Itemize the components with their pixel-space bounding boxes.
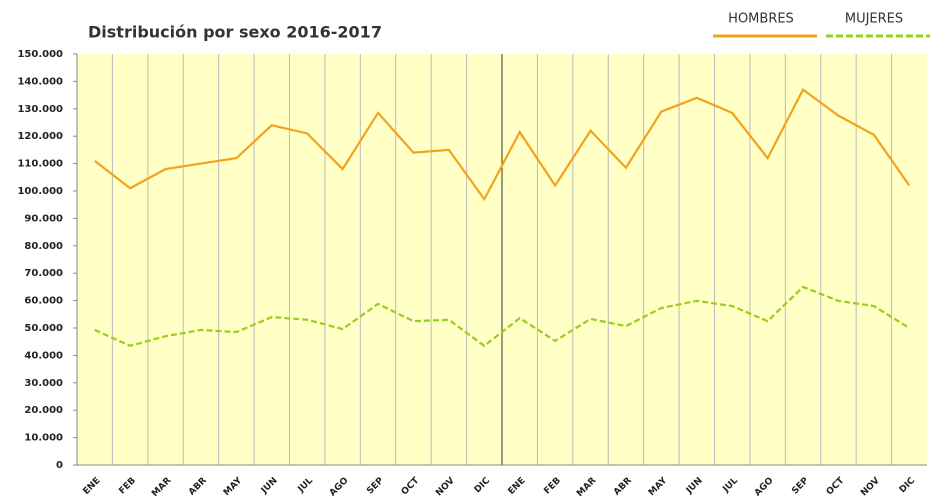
x-tick-label: AGO: [328, 476, 351, 499]
series-line: [94, 285, 910, 348]
x-tick-label: ENE: [507, 476, 528, 497]
chart-title: Distribución por sexo 2016-2017: [88, 23, 382, 42]
x-tick-label: SEP: [365, 476, 386, 497]
x-tick-label: JUN: [684, 476, 705, 497]
x-tick-label: NOV: [859, 476, 882, 499]
x-tick-label: NOV: [434, 476, 457, 499]
x-tick-label: FEB: [117, 476, 138, 497]
x-tick-label: ENE: [82, 476, 103, 497]
y-tick-label: 30.000: [24, 378, 63, 389]
legend-label: MUJERES: [845, 12, 903, 27]
y-tick-label: 100.000: [17, 186, 63, 197]
y-tick-label: 70.000: [24, 268, 63, 279]
y-tick-label: 150.000: [17, 49, 63, 60]
legend-label: HOMBRES: [728, 12, 794, 27]
y-tick-label: 80.000: [24, 241, 63, 252]
x-tick-label: OCT: [825, 475, 847, 497]
x-tick-label: ABR: [612, 476, 634, 498]
y-tick-label: 0: [56, 460, 63, 471]
y-tick-label: 130.000: [17, 104, 63, 115]
y-tick-label: 110.000: [17, 159, 63, 170]
y-tick-label: 120.000: [17, 131, 63, 142]
y-tick-label: 40.000: [24, 350, 63, 361]
x-tick-label: OCT: [400, 475, 422, 497]
series-line: [94, 87, 911, 202]
x-tick-label: AGO: [753, 476, 776, 499]
y-tick-label: 50.000: [24, 323, 63, 334]
x-tick-label: DIC: [898, 476, 918, 496]
y-tick-label: 60.000: [24, 296, 63, 307]
y-tick-label: 90.000: [24, 213, 63, 224]
x-tick-label: MAR: [575, 476, 598, 499]
x-tick-label: SEP: [790, 476, 811, 497]
x-tick-label: ABR: [187, 476, 209, 498]
y-tick-label: 20.000: [24, 405, 63, 416]
x-tick-label: DIC: [473, 476, 493, 496]
x-tick-label: JUL: [721, 476, 741, 496]
x-tick-label: MAY: [647, 475, 670, 498]
x-tick-label: MAR: [150, 476, 173, 499]
y-tick-label: 140.000: [17, 76, 63, 87]
x-tick-label: MAY: [222, 475, 245, 498]
x-tick-label: FEB: [542, 476, 563, 497]
x-tick-label: JUL: [296, 476, 316, 496]
y-tick-label: 10.000: [24, 433, 63, 444]
x-tick-label: JUN: [259, 476, 280, 497]
